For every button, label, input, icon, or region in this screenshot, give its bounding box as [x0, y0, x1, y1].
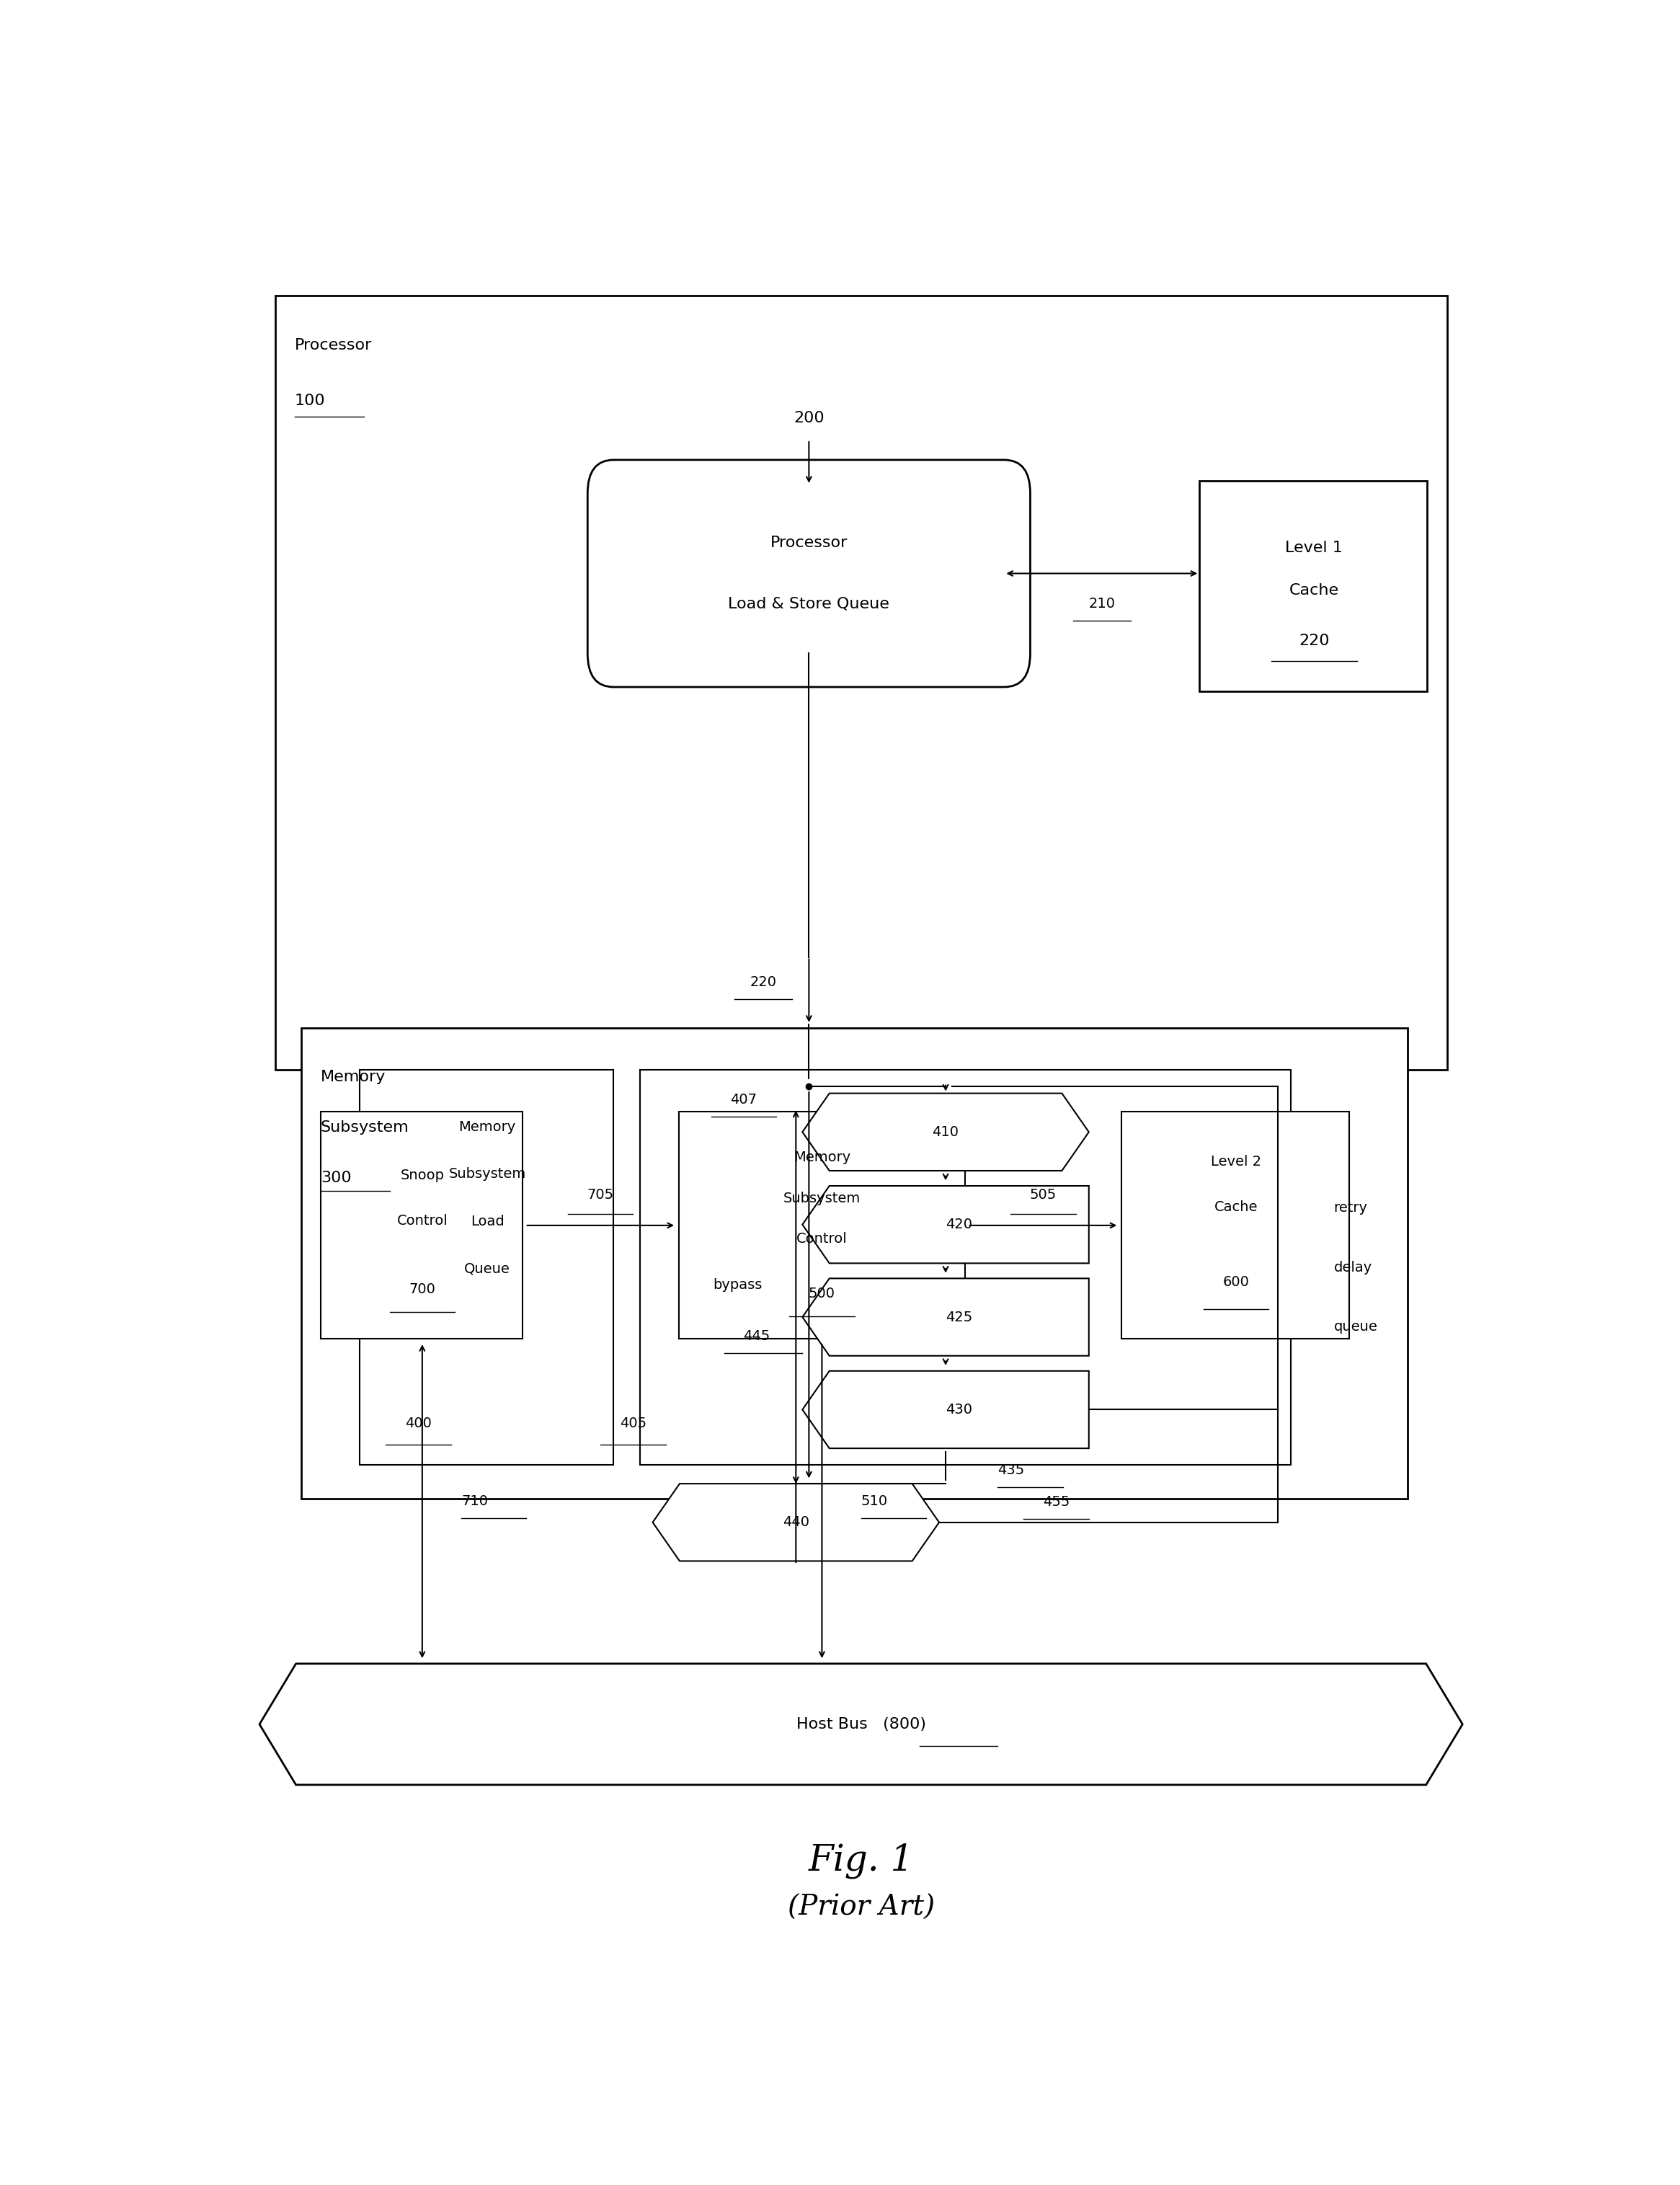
Polygon shape [803, 1278, 1089, 1355]
Text: Memory: Memory [793, 1151, 850, 1165]
Text: Queue: Queue [464, 1261, 511, 1276]
Text: Control: Control [396, 1215, 449, 1228]
Text: Processor: Processor [769, 535, 848, 551]
Bar [301, 1027, 1408, 1499]
Text: Snoop: Snoop [400, 1169, 444, 1182]
Text: Control: Control [796, 1232, 847, 1245]
Text: 220: 220 [1299, 634, 1329, 649]
Text: Level 2: Level 2 [1211, 1156, 1262, 1169]
Text: Processor: Processor [294, 339, 371, 352]
Text: Load & Store Queue: Load & Store Queue [727, 597, 890, 612]
Text: 500: 500 [808, 1287, 835, 1300]
Text: Host Bus   (800): Host Bus (800) [796, 1717, 926, 1731]
Text: 210: 210 [1089, 597, 1116, 610]
Text: Cache: Cache [1215, 1200, 1258, 1215]
Text: 505: 505 [1030, 1189, 1057, 1202]
Text: Level 1: Level 1 [1285, 542, 1342, 555]
Polygon shape [803, 1092, 1089, 1171]
Text: 430: 430 [946, 1403, 973, 1416]
Text: 410: 410 [932, 1125, 959, 1138]
Text: queue: queue [1334, 1320, 1378, 1333]
Bar [276, 295, 1446, 1071]
Polygon shape [803, 1370, 1089, 1449]
Text: retry: retry [1334, 1202, 1368, 1215]
Polygon shape [803, 1186, 1089, 1263]
Bar [1200, 481, 1428, 690]
Text: 700: 700 [408, 1283, 435, 1296]
Text: Subsystem: Subsystem [449, 1167, 526, 1182]
Text: 705: 705 [588, 1189, 613, 1202]
Text: 435: 435 [998, 1464, 1025, 1477]
Bar [679, 1112, 964, 1339]
Text: 600: 600 [1223, 1276, 1250, 1289]
Text: 300: 300 [321, 1171, 351, 1184]
FancyBboxPatch shape [588, 459, 1030, 686]
Text: Subsystem: Subsystem [321, 1121, 410, 1134]
Text: 510: 510 [862, 1495, 887, 1508]
Text: 220: 220 [749, 975, 776, 990]
Text: 200: 200 [793, 411, 825, 426]
Text: 710: 710 [462, 1495, 487, 1508]
Polygon shape [652, 1484, 939, 1560]
Text: 100: 100 [294, 393, 326, 409]
Text: 420: 420 [946, 1217, 973, 1232]
Text: 455: 455 [1043, 1495, 1070, 1510]
Text: 400: 400 [405, 1416, 432, 1429]
Bar [1122, 1112, 1349, 1339]
Polygon shape [259, 1663, 1463, 1785]
Text: Fig. 1: Fig. 1 [808, 1842, 914, 1879]
Bar [321, 1112, 522, 1339]
Text: Memory: Memory [321, 1071, 386, 1084]
Text: 405: 405 [620, 1416, 647, 1429]
Text: Load: Load [470, 1215, 504, 1228]
Text: 445: 445 [744, 1331, 769, 1344]
Text: delay: delay [1334, 1261, 1373, 1274]
Text: 425: 425 [946, 1311, 973, 1324]
Text: Subsystem: Subsystem [783, 1191, 860, 1204]
Bar [360, 1071, 613, 1466]
Text: Memory: Memory [459, 1121, 516, 1134]
Text: (Prior Art): (Prior Art) [788, 1894, 934, 1921]
Text: 440: 440 [783, 1516, 810, 1529]
Text: Cache: Cache [1289, 583, 1339, 597]
Text: bypass: bypass [712, 1278, 763, 1291]
Bar [640, 1071, 1290, 1466]
Text: 407: 407 [731, 1092, 758, 1108]
